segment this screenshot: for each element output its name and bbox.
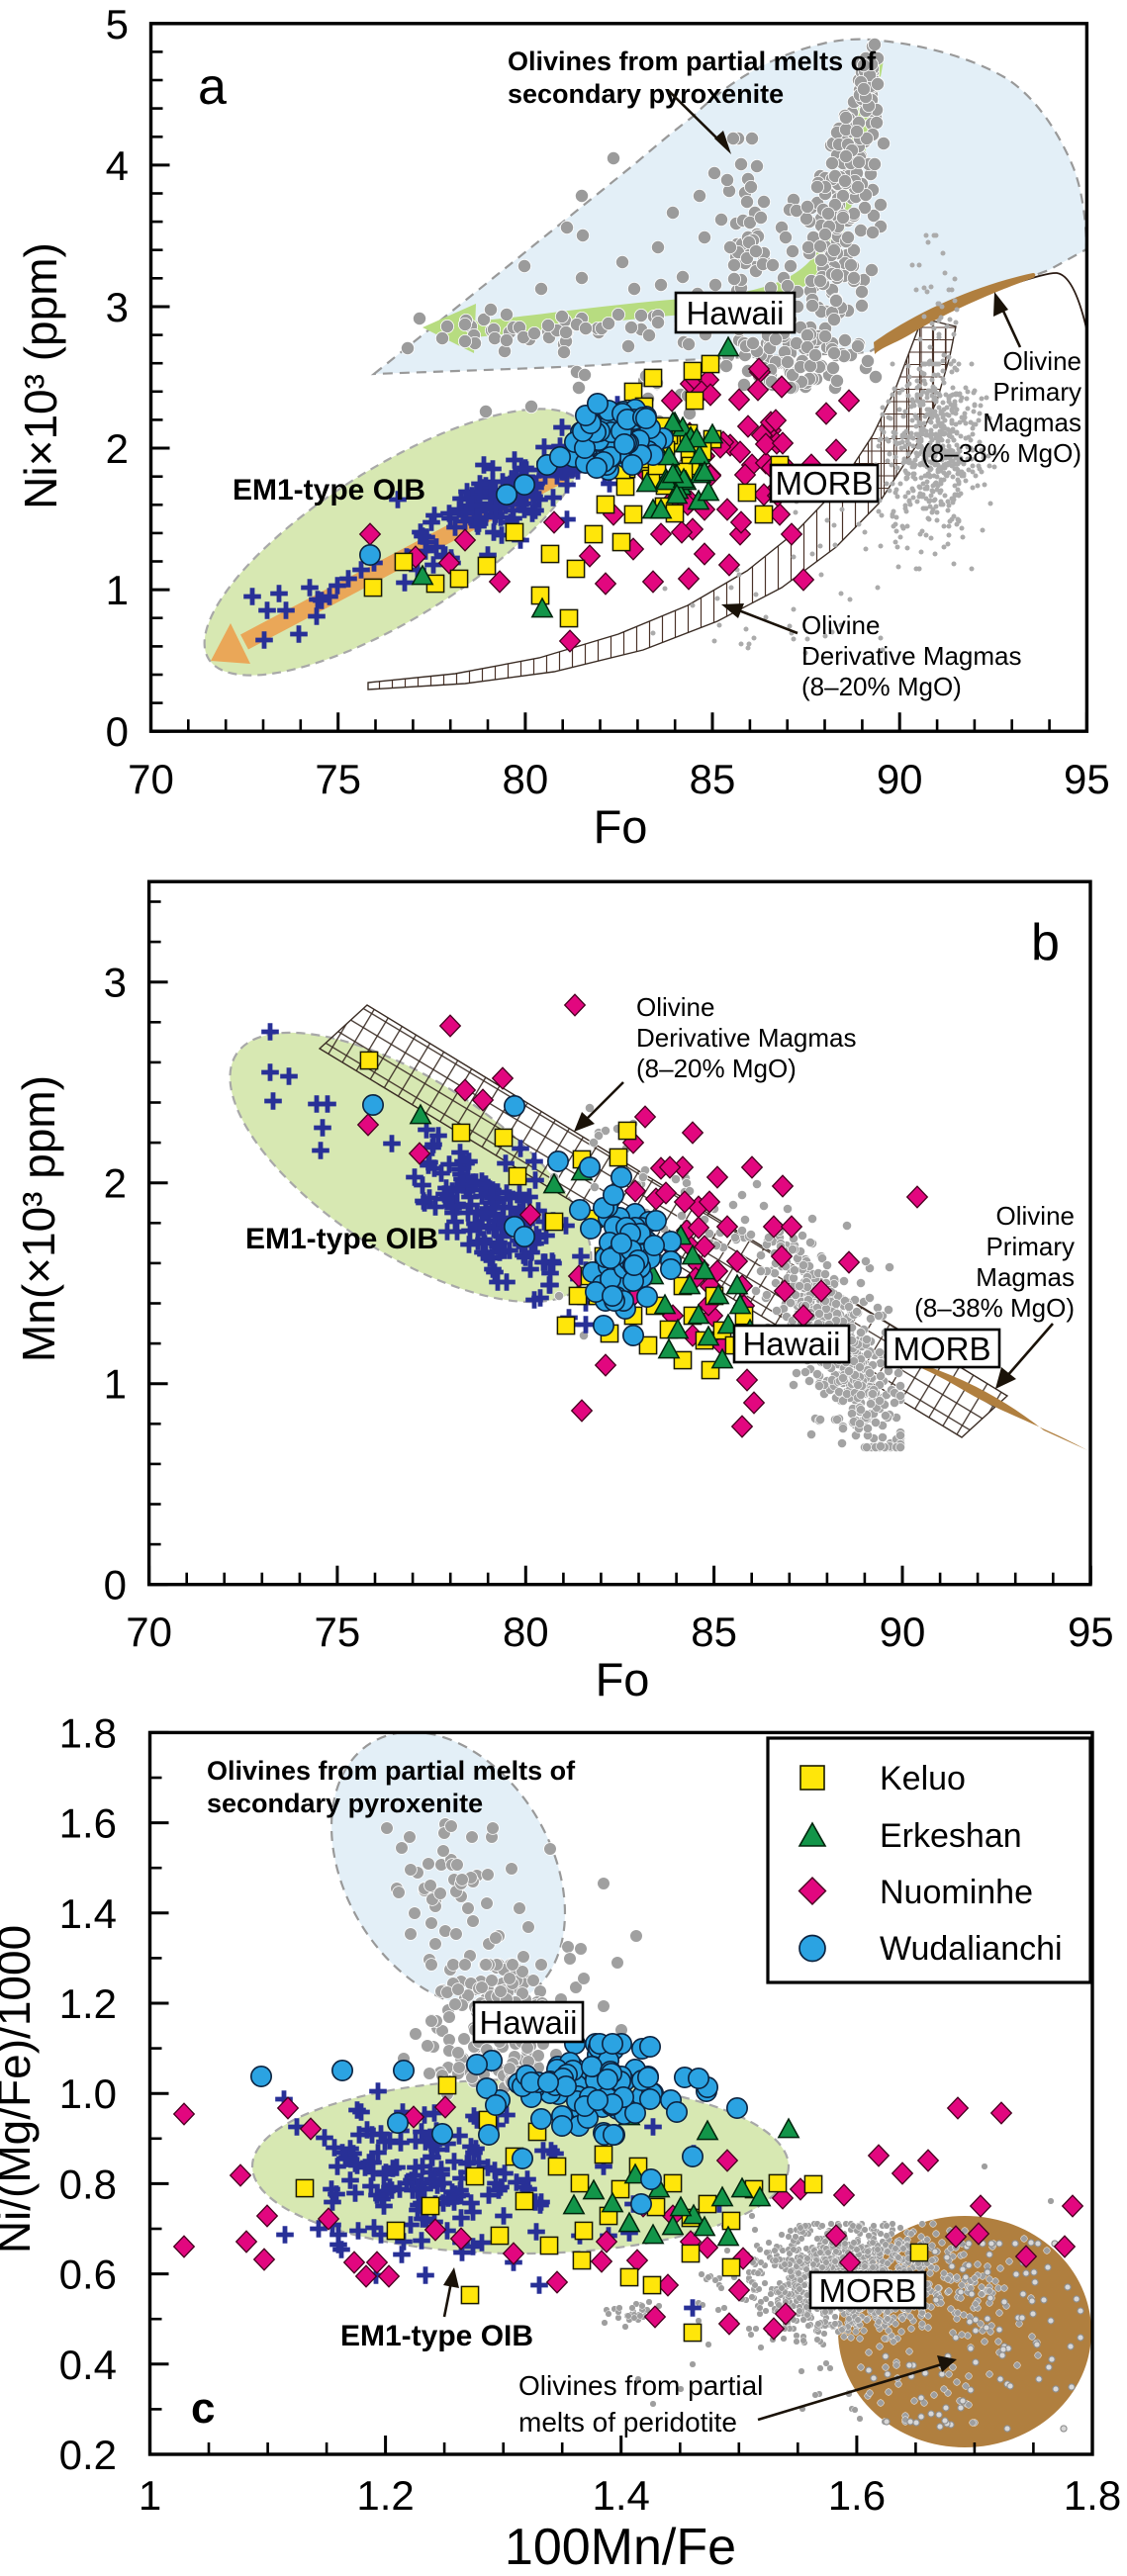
svg-text:Olivines from partial: Olivines from partial <box>518 2370 763 2401</box>
svg-text:Magmas: Magmas <box>983 408 1081 437</box>
svg-text:(8–20% MgO): (8–20% MgO) <box>801 672 962 701</box>
svg-text:1.6: 1.6 <box>828 2472 886 2519</box>
svg-text:1: 1 <box>139 2472 161 2519</box>
svg-text:1.0: 1.0 <box>59 2070 117 2117</box>
svg-text:Hawaii: Hawaii <box>686 295 784 331</box>
svg-text:3: 3 <box>104 960 127 1006</box>
svg-text:Hawaii: Hawaii <box>742 1326 840 1362</box>
svg-text:secondary pyroxenite: secondary pyroxenite <box>207 1789 483 1818</box>
svg-text:1: 1 <box>104 1361 127 1408</box>
svg-text:Derivative Magmas: Derivative Magmas <box>801 641 1022 671</box>
svg-text:75: 75 <box>315 756 361 802</box>
svg-text:1.4: 1.4 <box>593 2472 650 2519</box>
svg-text:Derivative Magmas: Derivative Magmas <box>636 1023 857 1053</box>
svg-text:2: 2 <box>106 425 129 472</box>
svg-text:Olivine: Olivine <box>996 1201 1075 1231</box>
svg-text:85: 85 <box>691 1609 737 1655</box>
svg-text:(8–20% MgO): (8–20% MgO) <box>636 1054 797 1083</box>
svg-text:70: 70 <box>128 756 174 802</box>
svg-text:MORB: MORB <box>893 1331 991 1367</box>
svg-text:Ni×10³ (ppm): Ni×10³ (ppm) <box>15 242 66 509</box>
svg-text:0.8: 0.8 <box>59 2161 117 2207</box>
svg-text:90: 90 <box>880 1609 926 1655</box>
svg-text:c: c <box>191 2384 215 2433</box>
svg-text:(8–38% MgO): (8–38% MgO) <box>921 438 1081 468</box>
svg-text:80: 80 <box>503 756 549 802</box>
svg-text:0.2: 0.2 <box>59 2432 117 2478</box>
svg-text:Fo: Fo <box>594 800 648 853</box>
svg-text:1.8: 1.8 <box>59 1709 117 1756</box>
svg-text:Primary: Primary <box>992 377 1081 407</box>
svg-text:Wudalianchi: Wudalianchi <box>880 1930 1063 1968</box>
svg-text:a: a <box>198 58 227 116</box>
svg-text:90: 90 <box>877 756 923 802</box>
svg-text:Erkeshan: Erkeshan <box>880 1817 1022 1855</box>
svg-text:Hawaii: Hawaii <box>479 2004 577 2041</box>
svg-text:100Mn/Fe: 100Mn/Fe <box>505 2519 736 2576</box>
svg-text:80: 80 <box>503 1609 549 1655</box>
svg-text:1: 1 <box>106 567 129 613</box>
svg-text:EM1-type OIB: EM1-type OIB <box>340 2320 533 2352</box>
svg-text:Keluo: Keluo <box>880 1760 966 1797</box>
svg-text:0.6: 0.6 <box>59 2252 117 2298</box>
svg-text:Olivine: Olivine <box>636 992 714 1022</box>
svg-text:5: 5 <box>106 1 129 47</box>
svg-text:0: 0 <box>106 708 129 755</box>
svg-text:(8–38% MgO): (8–38% MgO) <box>914 1293 1075 1323</box>
svg-text:melts of peridotite: melts of peridotite <box>518 2407 737 2438</box>
svg-text:1.6: 1.6 <box>59 1800 117 1847</box>
svg-text:70: 70 <box>126 1609 172 1655</box>
svg-text:95: 95 <box>1068 1609 1114 1655</box>
svg-text:4: 4 <box>106 142 129 189</box>
svg-text:Olivines from partial melts of: Olivines from partial melts of <box>508 46 877 76</box>
svg-text:95: 95 <box>1064 756 1110 802</box>
svg-text:Olivine: Olivine <box>1003 346 1081 376</box>
svg-text:1.2: 1.2 <box>356 2472 414 2519</box>
svg-text:85: 85 <box>690 756 736 802</box>
svg-text:MORB: MORB <box>776 465 874 502</box>
svg-text:Fo: Fo <box>596 1653 650 1705</box>
svg-text:EM1-type OIB: EM1-type OIB <box>245 1223 438 1255</box>
svg-text:b: b <box>1031 914 1060 971</box>
svg-text:EM1-type OIB: EM1-type OIB <box>233 474 425 506</box>
svg-text:Olivines from partial melts of: Olivines from partial melts of <box>207 1756 576 1786</box>
svg-text:1.2: 1.2 <box>59 1980 117 2027</box>
svg-text:MORB: MORB <box>819 2272 917 2309</box>
svg-text:2: 2 <box>104 1160 127 1207</box>
svg-text:3: 3 <box>106 284 129 330</box>
svg-text:Magmas: Magmas <box>976 1262 1075 1292</box>
svg-text:Nuominhe: Nuominhe <box>880 1874 1033 1911</box>
svg-text:75: 75 <box>315 1609 361 1655</box>
svg-text:secondary pyroxenite: secondary pyroxenite <box>508 79 784 109</box>
svg-text:1.8: 1.8 <box>1064 2472 1121 2519</box>
svg-text:1.4: 1.4 <box>59 1890 117 1937</box>
svg-text:0: 0 <box>104 1562 127 1609</box>
svg-text:Ni/(Mg/Fe)/1000: Ni/(Mg/Fe)/1000 <box>0 1925 40 2254</box>
svg-text:0.4: 0.4 <box>59 2342 117 2388</box>
svg-text:Mn(×10³ ppm): Mn(×10³ ppm) <box>13 1075 64 1362</box>
svg-text:Primary: Primary <box>986 1232 1075 1261</box>
svg-text:Olivine: Olivine <box>801 610 880 640</box>
